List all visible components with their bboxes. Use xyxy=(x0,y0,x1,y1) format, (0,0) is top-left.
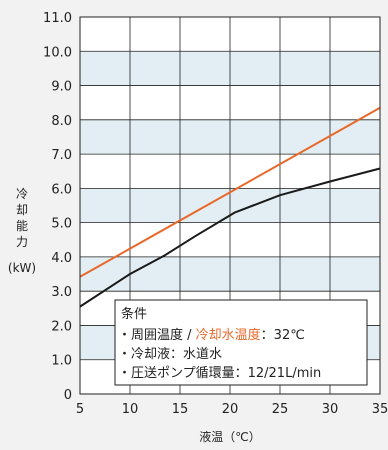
y-tick-label: 8.0 xyxy=(51,114,72,129)
y-axis-label-char-4: 力 xyxy=(16,235,28,249)
x-tick-label: 35 xyxy=(372,402,388,417)
y-tick-label: 6.0 xyxy=(51,182,72,197)
conditions-title: 条件 xyxy=(121,306,147,322)
x-tick-label: 10 xyxy=(122,402,139,417)
y-axis-unit: (kW) xyxy=(8,261,36,275)
series-group xyxy=(79,106,381,308)
x-axis-label: 液温（℃） xyxy=(199,429,260,444)
tick-labels: 0 1.0 2.0 3.0 4.0 5.0 6.0 7.0 8.0 9.0 10.0 11.0 5 10 1… xyxy=(43,11,388,417)
y-axis-label-char-2: 却 xyxy=(16,203,28,217)
condition-temperature: ・周囲温度 / 冷却水温度：32℃ xyxy=(118,327,305,343)
y-tick-label: 2.0 xyxy=(51,319,72,334)
x-tick-label: 5 xyxy=(76,402,84,417)
x-tick-label: 30 xyxy=(322,402,339,417)
plot-frame xyxy=(79,16,381,395)
conditions-box: 条件 ・周囲温度 / 冷却水温度：32℃ ・冷却液：水道水 ・圧送ポンプ循環量：… xyxy=(114,299,368,386)
y-tick-label: 1.0 xyxy=(51,354,72,369)
series-line-1 xyxy=(79,106,381,278)
y-axis-label-char-3: 能 xyxy=(16,219,28,233)
y-axis-label-char-1: 冷 xyxy=(16,187,28,201)
y-tick-label: 11.0 xyxy=(43,11,72,26)
axis-labels: 液温（℃） 冷 却 能 力 (kW) xyxy=(8,187,261,444)
x-tick-label: 25 xyxy=(272,402,289,417)
x-tick-label: 15 xyxy=(172,402,189,417)
y-tick-label: 4.0 xyxy=(51,251,72,266)
y-tick-label: 5.0 xyxy=(51,217,72,232)
series-line-2 xyxy=(79,167,381,308)
condition-temperature-prefix: ・周囲温度 / xyxy=(118,327,196,343)
condition-pump-flow: ・圧送ポンプ循環量：12/21L/min xyxy=(118,366,321,381)
axes-group xyxy=(79,16,381,395)
condition-water-temp-highlight: 冷却水温度 xyxy=(196,327,261,343)
y-tick-label: 0 xyxy=(64,388,72,403)
y-tick-label: 9.0 xyxy=(51,80,72,95)
y-tick-label: 7.0 xyxy=(51,148,72,163)
conditions-box-frame xyxy=(114,299,368,386)
condition-coolant: ・冷却液：水道水 xyxy=(118,347,222,362)
y-tick-label: 10.0 xyxy=(43,45,72,60)
y-tick-label: 3.0 xyxy=(51,285,72,300)
condition-temperature-suffix: ：32℃ xyxy=(261,328,305,343)
x-tick-label: 20 xyxy=(222,402,239,417)
